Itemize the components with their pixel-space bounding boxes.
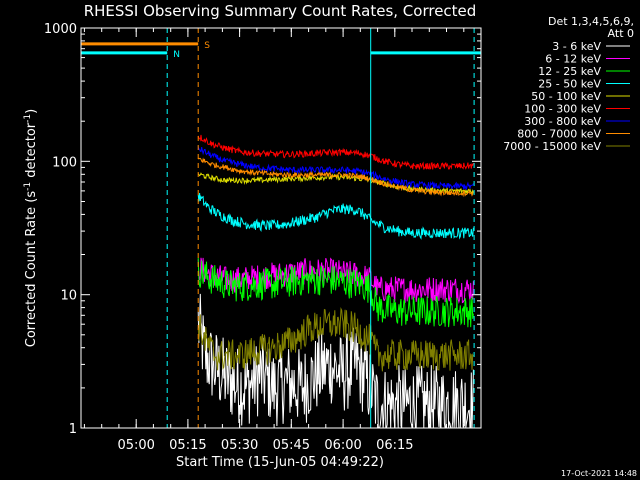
series-line-8	[197, 306, 474, 372]
x-tick-label: 06:00	[324, 438, 361, 453]
chart-title: RHESSI Observing Summary Count Rates, Co…	[84, 2, 477, 20]
y-axis-label-mid: detector	[24, 122, 39, 182]
legend-header-line2: Att 0	[608, 27, 634, 40]
x-tick-label: 05:30	[221, 438, 258, 453]
legend-label-7: 800 - 7000 keV	[517, 128, 601, 141]
y-axis-label-main: Corrected Count Rate (s	[24, 191, 39, 348]
series-line-1	[197, 257, 474, 305]
y-tick-label: 100	[52, 155, 77, 170]
series-line-6	[197, 146, 474, 191]
y-tick-label: 10	[60, 289, 77, 304]
x-tick-label: 05:15	[169, 438, 206, 453]
series-line-3	[197, 192, 474, 240]
x-axis-ticks: 05:00 05:15 05:30 05:45 06:00 06:15	[83, 28, 482, 453]
y-axis-label-sup2: -1	[23, 114, 33, 123]
legend-label-0: 3 - 6 keV	[552, 40, 601, 53]
y-tick-label: 1000	[44, 22, 77, 37]
x-tick-label: 05:45	[273, 438, 310, 453]
legend-label-5: 100 - 300 keV	[524, 103, 601, 116]
series-line-7	[197, 157, 474, 198]
series-line-2	[197, 257, 474, 328]
legend-label-6: 300 - 800 keV	[524, 115, 601, 128]
series-line-5	[197, 134, 474, 171]
y-axis-ticks: 1 10 100 1000	[44, 22, 481, 437]
footer-date: 17-Oct-2021 14:48	[561, 469, 637, 478]
legend-label-3: 25 - 50 keV	[538, 78, 601, 91]
y-tick-label: 1	[69, 422, 77, 437]
y-axis-label: Corrected Count Rate (s-1 detector-1)	[23, 109, 39, 347]
series-line-0	[197, 293, 474, 428]
legend-label-1: 6 - 12 keV	[545, 53, 601, 66]
legend-header-line1: Det 1,3,4,5,6,9,	[548, 15, 634, 28]
plot-frame	[80, 27, 482, 429]
x-axis-label: Start Time (15-Jun-05 04:49:22)	[176, 455, 384, 470]
legend-label-8: 7000 - 15000 keV	[503, 140, 601, 153]
y-axis-label-end: )	[24, 109, 39, 114]
y-axis-label-sup1: -1	[23, 182, 33, 191]
series-layer	[197, 134, 474, 428]
attenuator-flags: NS	[81, 41, 481, 60]
flag-label-S: S	[204, 41, 210, 51]
legend-label-4: 50 - 100 keV	[531, 90, 601, 103]
x-tick-label: 05:00	[117, 438, 154, 453]
flag-label-N: N	[173, 50, 180, 60]
x-tick-label: 06:15	[376, 438, 413, 453]
legend-label-2: 12 - 25 keV	[538, 65, 601, 78]
